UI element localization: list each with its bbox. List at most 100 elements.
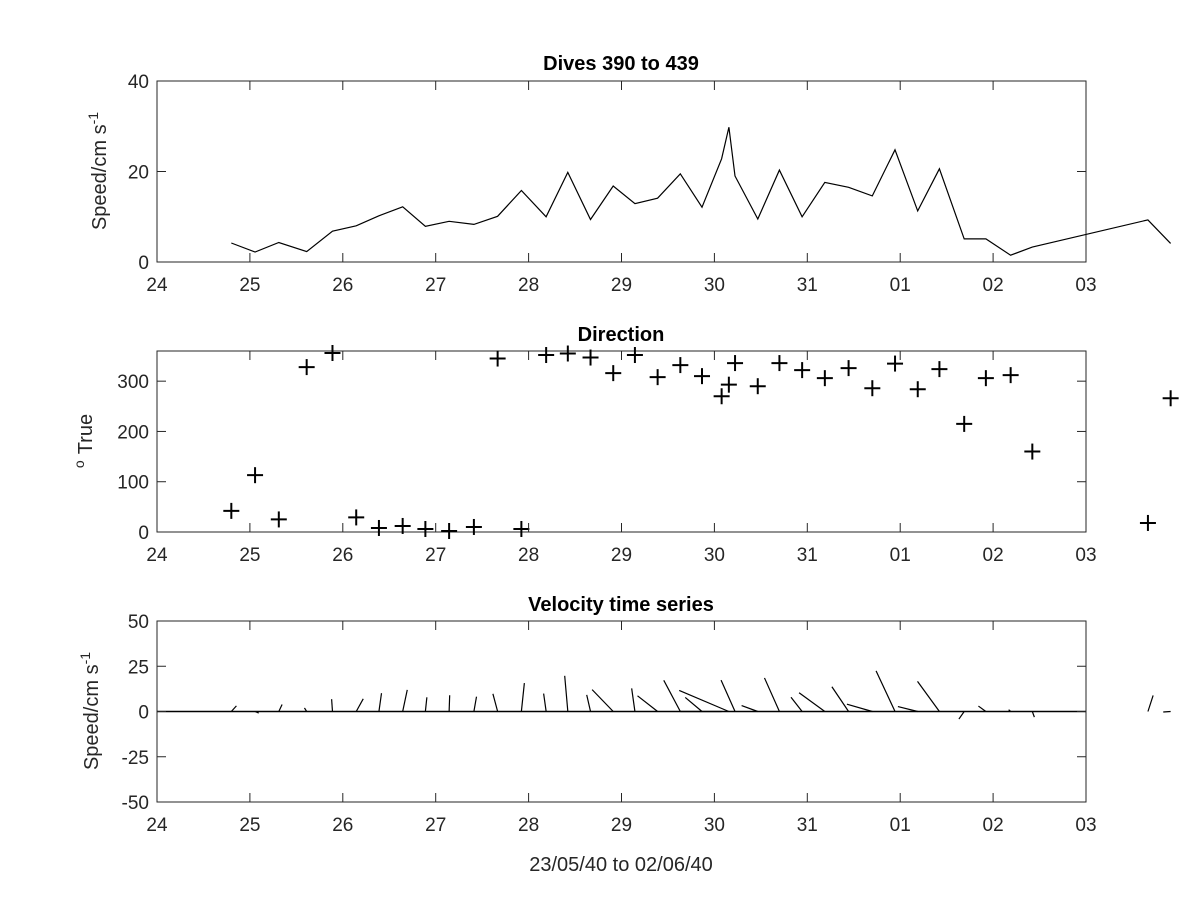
velocity-title: Velocity time series: [528, 594, 714, 616]
direction-point: [582, 349, 599, 366]
velocity-x-tick-label: 29: [611, 815, 632, 836]
velocity-x-tick-label: 31: [797, 815, 818, 836]
speed-panel: 24 25 26 27 28 29 30 31 01 02 03 0 20 40 Dives 390 t…: [85, 53, 1172, 296]
velocity-stick: [958, 711, 965, 720]
velocity-stick: [790, 696, 803, 712]
direction-y-ticks: 0 100 200 300: [117, 372, 1086, 544]
direction-point: [270, 511, 287, 528]
direction-y-tick-label: 0: [138, 523, 149, 544]
direction-point: [538, 347, 555, 364]
velocity-x-tick-label: 30: [704, 815, 725, 836]
direction-x-ticks: 24 25 26 27 28 29 30 31 01 02 03: [146, 351, 1097, 566]
velocity-y-tick-label: 25: [128, 657, 149, 678]
velocity-stick: [741, 705, 758, 713]
velocity-stick: [1008, 709, 1012, 712]
velocity-x-tick-label: 28: [518, 815, 539, 836]
speed-x-tick-label: 24: [146, 275, 168, 296]
direction-point: [649, 369, 666, 386]
direction-point: [1002, 367, 1019, 384]
velocity-stick-marks: [230, 670, 1171, 720]
direction-x-tick-label: 27: [425, 545, 446, 566]
speed-x-tick-label: 27: [425, 275, 446, 296]
direction-point: [605, 365, 622, 382]
direction-point: [626, 347, 643, 364]
direction-point: [977, 370, 994, 387]
velocity-stick: [331, 699, 334, 712]
speed-x-tick-label: 28: [518, 275, 539, 296]
direction-y-tick-label: 300: [117, 372, 149, 393]
direction-point: [247, 467, 264, 484]
velocity-stick: [1031, 711, 1035, 718]
velocity-stick: [448, 695, 451, 712]
speed-axes-frame: [156, 80, 1087, 263]
velocity-stick: [978, 705, 987, 712]
direction-point: [394, 517, 411, 534]
speed-line-marks: [231, 127, 1172, 256]
direction-x-tick-label: 02: [983, 545, 1004, 566]
direction-y-label-sup: o: [71, 460, 87, 468]
velocity-stick: [586, 694, 592, 712]
velocity-stick: [917, 680, 940, 712]
speed-x-tick-label: 02: [983, 275, 1004, 296]
velocity-y-label-text: Speed/cm s: [81, 664, 103, 770]
speed-y-tick-label: 40: [128, 72, 149, 93]
direction-point: [1139, 514, 1156, 531]
speed-x-tick-label: 26: [332, 275, 353, 296]
direction-point: [694, 368, 711, 385]
direction-x-tick-label: 01: [890, 545, 911, 566]
velocity-stick: [846, 703, 873, 713]
speed-y-tick-label: 20: [128, 163, 149, 184]
velocity-y-ticks: -50 -25 0 25 50: [122, 612, 1086, 814]
velocity-stick: [831, 686, 850, 712]
velocity-stick: [1147, 695, 1154, 712]
direction-point: [672, 357, 689, 374]
velocity-stick: [473, 696, 478, 712]
speed-x-tick-label: 30: [704, 275, 725, 296]
velocity-stick: [520, 682, 525, 712]
velocity-stick: [678, 689, 730, 713]
direction-point: [749, 378, 766, 395]
velocity-stick: [763, 677, 780, 712]
velocity-x-tick-label: 02: [983, 815, 1004, 836]
direction-point: [298, 359, 315, 376]
direction-y-tick-label: 100: [117, 473, 149, 494]
direction-axes-frame: [156, 350, 1087, 533]
velocity-x-tick-label: 26: [332, 815, 353, 836]
velocity-stick: [875, 670, 896, 712]
direction-title: Direction: [578, 324, 665, 346]
velocity-stick: [543, 693, 547, 712]
direction-point: [465, 518, 482, 535]
speed-x-tick-label: 29: [611, 275, 632, 296]
direction-point: [794, 362, 811, 379]
direction-point: [1162, 390, 1179, 407]
velocity-stick: [798, 692, 826, 712]
velocity-y-tick-label: -25: [122, 748, 149, 769]
direction-point: [559, 345, 576, 362]
velocity-panel: 24 25 26 27 28 29 30 31 01 02 03 -50 -25 0 25 50 Veloc…: [77, 594, 1171, 876]
direction-point: [727, 355, 744, 372]
velocity-y-label: Speed/cm s-1: [77, 652, 103, 770]
direction-point: [1024, 443, 1041, 460]
speed-series-line: [231, 127, 1172, 256]
direction-point: [931, 361, 948, 378]
direction-point: [348, 509, 365, 526]
direction-x-tick-label: 03: [1075, 545, 1096, 566]
velocity-x-tick-label: 25: [239, 815, 260, 836]
velocity-stick: [230, 705, 237, 712]
velocity-stick: [897, 705, 918, 713]
direction-x-tick-label: 24: [146, 545, 168, 566]
velocity-x-ticks: 24 25 26 27 28 29 30 31 01 02 03: [146, 621, 1097, 836]
direction-point: [713, 388, 730, 405]
direction-y-tick-label: 200: [117, 422, 149, 443]
speed-y-label-sup: -1: [85, 112, 101, 125]
direction-point: [489, 350, 506, 367]
speed-y-label-text: Speed/cm s: [89, 124, 111, 230]
direction-y-label: o True: [71, 414, 97, 468]
direction-point: [816, 370, 833, 387]
velocity-stick: [684, 696, 703, 712]
velocity-stick: [492, 693, 499, 712]
direction-point: [720, 376, 737, 393]
direction-point: [840, 360, 857, 377]
direction-x-tick-label: 28: [518, 545, 539, 566]
